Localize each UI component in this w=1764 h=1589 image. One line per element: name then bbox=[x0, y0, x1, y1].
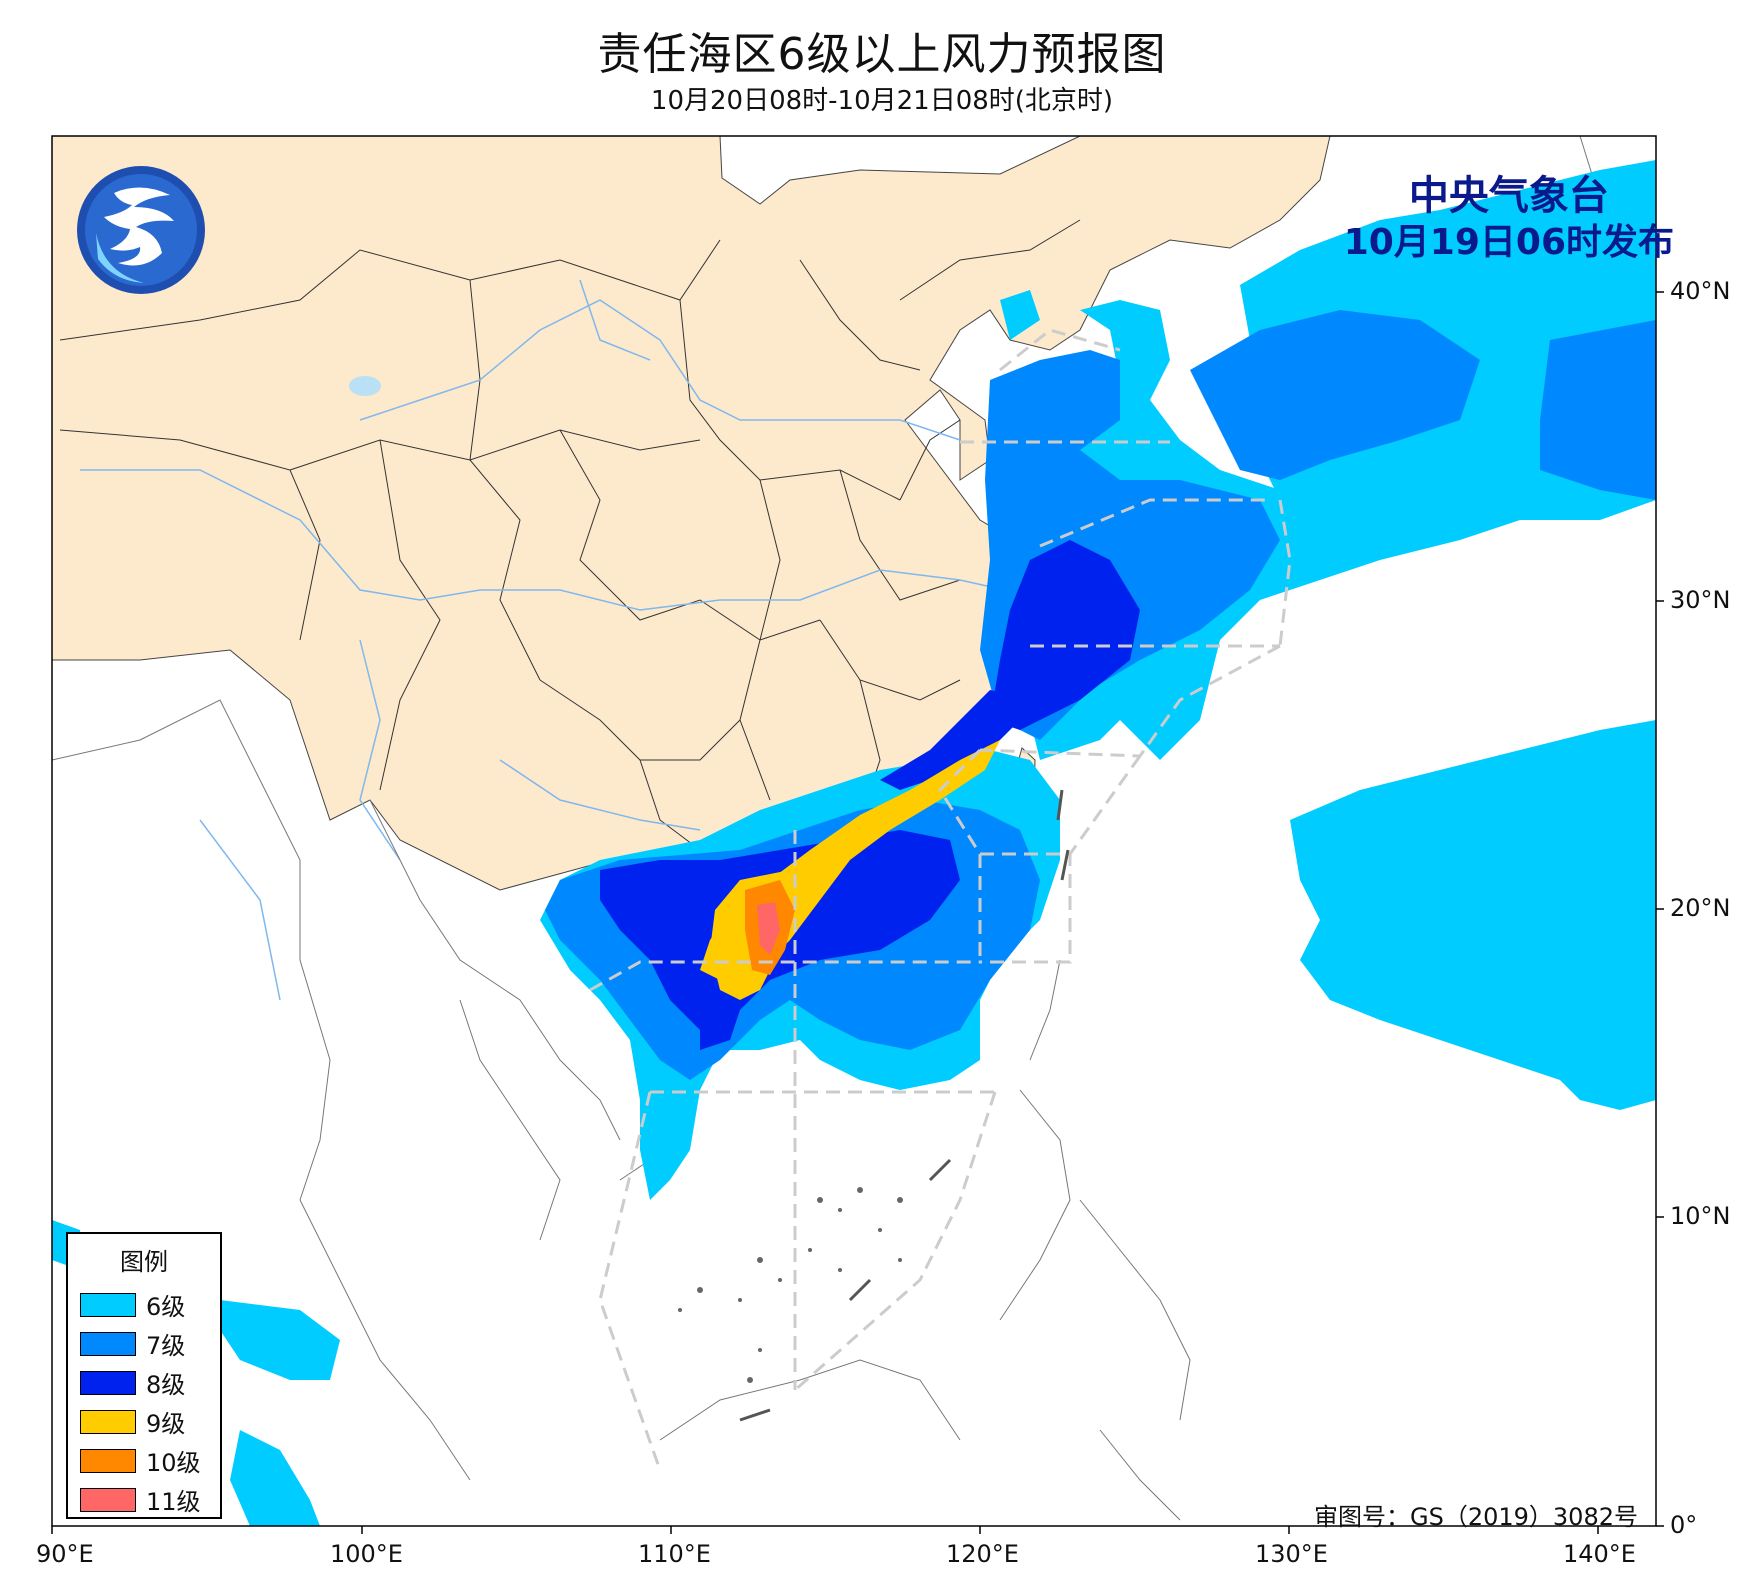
x-tick-label: 110°E bbox=[638, 1540, 711, 1568]
legend-swatch bbox=[80, 1292, 136, 1317]
legend-label: 10级 bbox=[146, 1449, 201, 1477]
x-tick-label: 100°E bbox=[330, 1540, 403, 1568]
legend-item: 8级 bbox=[68, 1363, 220, 1402]
legend-swatch bbox=[80, 1370, 136, 1395]
legend-swatch bbox=[80, 1331, 136, 1356]
issuer-org: 中央气象台 bbox=[1408, 173, 1609, 219]
wind-level-11-areas bbox=[757, 902, 780, 955]
x-tick-label: 120°E bbox=[946, 1540, 1019, 1568]
approval-number: 审图号：GS（2019）3082号 bbox=[1314, 1503, 1638, 1531]
legend-item: 9级 bbox=[68, 1402, 220, 1441]
map-title: 责任海区6级以上风力预报图 bbox=[597, 29, 1167, 80]
legend-box: 图例 6级 7级 8级 9级 10级 11级 bbox=[66, 1232, 222, 1519]
issuer-block: 中央气象台 10月19日06时发布 bbox=[1344, 172, 1674, 266]
y-tick-label: 0° bbox=[1670, 1511, 1698, 1539]
issuer-time: 10月19日06时发布 bbox=[1343, 222, 1674, 263]
legend-title: 图例 bbox=[120, 1248, 168, 1276]
legend-swatch bbox=[80, 1448, 136, 1473]
map-frame bbox=[51, 135, 1657, 1527]
y-tick-label: 40°N bbox=[1670, 277, 1731, 305]
legend-label: 8级 bbox=[146, 1371, 186, 1399]
legend-label: 11级 bbox=[146, 1488, 201, 1516]
x-tick-label: 90°E bbox=[36, 1540, 94, 1568]
y-tick-label: 30°N bbox=[1670, 586, 1731, 614]
legend-item: 11级 bbox=[68, 1480, 220, 1519]
sea-area-boundaries bbox=[589, 328, 1292, 1471]
legend-swatch bbox=[80, 1487, 136, 1512]
legend-item: 6级 bbox=[68, 1285, 220, 1324]
rivers bbox=[80, 279, 1006, 1001]
axis-tick-marks bbox=[51, 291, 1664, 1534]
legend-swatch bbox=[80, 1409, 136, 1434]
legend-item: 7级 bbox=[68, 1324, 220, 1363]
y-tick-label: 10°N bbox=[1670, 1202, 1731, 1230]
x-tick-label: 130°E bbox=[1255, 1540, 1328, 1568]
cma-logo-icon bbox=[77, 166, 205, 294]
nine-dash-line bbox=[739, 789, 1070, 1422]
legend-item: 10级 bbox=[68, 1441, 220, 1480]
qinghai-lake bbox=[349, 376, 381, 396]
x-tick-label: 140°E bbox=[1563, 1540, 1636, 1568]
province-boundaries bbox=[59, 219, 1081, 851]
y-tick-label: 20°N bbox=[1670, 894, 1731, 922]
legend-label: 7级 bbox=[146, 1332, 186, 1360]
legend-label: 9级 bbox=[146, 1410, 186, 1438]
south-china-sea-islands bbox=[678, 1187, 903, 1383]
legend-label: 6级 bbox=[146, 1293, 186, 1321]
map-subtitle: 10月20日08时-10月21日08时(北京时) bbox=[650, 86, 1114, 116]
